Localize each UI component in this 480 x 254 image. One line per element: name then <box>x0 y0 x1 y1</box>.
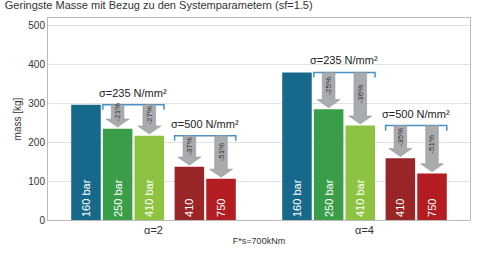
svg-text:-51%: -51% <box>427 135 436 154</box>
svg-text:F*s=700kNm: F*s=700kNm <box>233 236 285 246</box>
svg-text:100: 100 <box>28 176 45 187</box>
svg-text:200: 200 <box>28 137 45 148</box>
svg-text:0: 0 <box>39 215 45 226</box>
svg-text:750: 750 <box>426 199 438 217</box>
svg-text:-27%: -27% <box>145 106 154 125</box>
svg-text:α=4: α=4 <box>355 224 374 236</box>
svg-text:-25%: -25% <box>324 77 333 96</box>
svg-text:160 bar: 160 bar <box>80 179 92 217</box>
svg-text:α=2: α=2 <box>144 224 163 236</box>
svg-text:410 bar: 410 bar <box>143 179 155 217</box>
svg-text:σ=500 N/mm²: σ=500 N/mm² <box>382 108 450 120</box>
svg-text:300: 300 <box>28 98 45 109</box>
svg-text:160 bar: 160 bar <box>291 179 303 217</box>
svg-text:500: 500 <box>28 20 45 31</box>
svg-text:410: 410 <box>394 199 406 217</box>
svg-text:250 bar: 250 bar <box>323 179 335 217</box>
svg-text:-36%: -36% <box>356 85 365 104</box>
svg-text:410 bar: 410 bar <box>354 179 366 217</box>
svg-text:Geringste Masse mit Bezug zu d: Geringste Masse mit Bezug zu den Systemp… <box>5 0 313 11</box>
svg-text:σ=500 N/mm²: σ=500 N/mm² <box>171 118 239 130</box>
svg-text:400: 400 <box>28 59 45 70</box>
svg-text:mass [kg]: mass [kg] <box>12 97 23 140</box>
svg-text:250 bar: 250 bar <box>112 179 124 217</box>
svg-text:-35%: -35% <box>396 128 405 147</box>
svg-text:-37%: -37% <box>185 137 194 156</box>
svg-text:-21%: -21% <box>113 103 122 122</box>
svg-text:σ=235 N/mm²: σ=235 N/mm² <box>310 54 378 66</box>
svg-text:750: 750 <box>215 199 227 217</box>
svg-text:-51%: -51% <box>217 143 226 162</box>
svg-text:410: 410 <box>183 199 195 217</box>
svg-text:σ=235 N/mm²: σ=235 N/mm² <box>99 87 167 99</box>
